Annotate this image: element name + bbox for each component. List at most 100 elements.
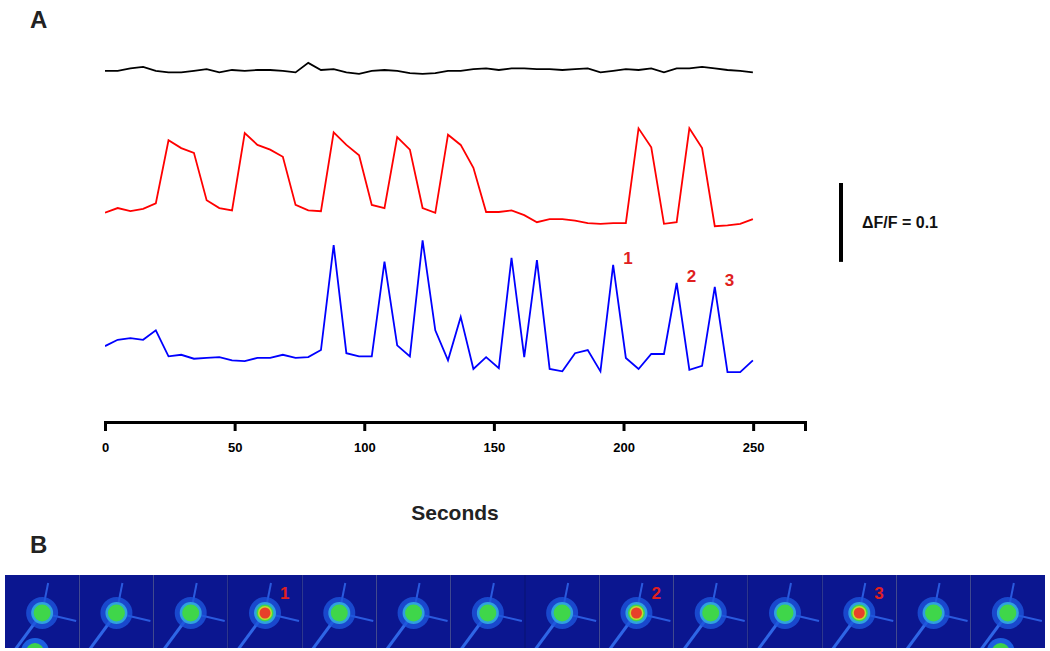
x-tick-mark [752, 422, 755, 431]
x-tick-mark [363, 422, 366, 431]
frame-background [302, 575, 376, 648]
cell-halo [26, 597, 58, 629]
cell-rim [774, 602, 796, 624]
cell-rim [551, 602, 573, 624]
cell-rim [403, 602, 425, 624]
frame-separator [896, 575, 897, 648]
x-tick-mark [234, 422, 237, 431]
frame-separator [79, 575, 80, 648]
frame-separator [525, 575, 526, 648]
frame-separator [970, 575, 971, 648]
x-tick-mark [104, 422, 107, 431]
frame-background [674, 575, 748, 648]
neighbor-cell [26, 643, 44, 648]
image-frame [228, 575, 302, 648]
frame-background [748, 575, 822, 648]
image-frame [599, 575, 673, 648]
cell-halo [546, 597, 578, 629]
scale-bar-label: ΔF/F = 0.1 [862, 214, 938, 231]
cell-active-core [631, 608, 642, 619]
x-axis-title: Seconds [411, 501, 499, 524]
x-tick-label: 0 [102, 440, 109, 455]
cell-rim [328, 602, 350, 624]
cell-halo [323, 597, 355, 629]
frame-background [451, 575, 525, 648]
frame-label: 3 [874, 584, 883, 603]
cell-active-core [260, 608, 271, 619]
frame-label: 2 [651, 584, 660, 603]
cell-active-core [854, 608, 865, 619]
cell-active-rim [258, 606, 272, 620]
x-tick: 150 [484, 422, 506, 455]
annotation: 1 [623, 249, 632, 268]
frame-separator [153, 575, 154, 648]
cell-body [257, 605, 274, 622]
x-tick-label: 150 [484, 440, 506, 455]
cell-rim [477, 602, 499, 624]
image-frame [451, 575, 525, 648]
x-axis-line [106, 423, 806, 432]
background [0, 0, 1050, 651]
cell-active-rim [629, 606, 643, 620]
frame-background [154, 575, 228, 648]
cell-body [925, 605, 942, 622]
cell-body [554, 605, 571, 622]
image-frame [376, 575, 450, 648]
cell-halo [992, 597, 1024, 629]
cell-active-rim [852, 606, 866, 620]
cell-halo [100, 597, 132, 629]
neighbor-cell-halo [21, 638, 49, 648]
cell-halo [918, 597, 950, 629]
cell-halo [843, 597, 875, 629]
image-frame [525, 575, 599, 648]
panel-label: A [30, 6, 47, 33]
figure: A050100150200250SecondsΔF/F = 0.1123B123 [0, 0, 1050, 651]
image-frame [154, 575, 228, 648]
neighbor-cell-halo [987, 638, 1015, 648]
x-tick-label: 100 [354, 440, 376, 455]
image-frame [971, 575, 1045, 648]
x-axis: 050100150200250 [102, 422, 806, 455]
cell-rim [105, 602, 127, 624]
frame-separator [450, 575, 451, 648]
cell-body [851, 605, 868, 622]
cell-halo [769, 597, 801, 629]
frame-separator [227, 575, 228, 648]
x-tick-mark [623, 422, 626, 431]
image-frame [822, 575, 896, 648]
frame-background [228, 575, 302, 648]
x-tick: 100 [354, 422, 376, 455]
cell-body [182, 605, 199, 622]
frame-separator [376, 575, 377, 648]
annotation: 3 [725, 271, 734, 290]
chart-root: A050100150200250SecondsΔF/F = 0.1123B123 [0, 0, 1050, 651]
image-frame [302, 575, 376, 648]
frame-separator [302, 575, 303, 648]
frame-background [896, 575, 970, 648]
frame-separator [599, 575, 600, 648]
x-tick: 0 [102, 422, 109, 455]
frame-separator [747, 575, 748, 648]
frame-background [79, 575, 153, 648]
trace-line [105, 240, 753, 372]
cell-body [405, 605, 422, 622]
cell-halo [620, 597, 652, 629]
annotation: 2 [687, 267, 696, 286]
frame-background [525, 575, 599, 648]
image-frame [79, 575, 153, 648]
cell-body [108, 605, 125, 622]
neighbor-cell [992, 643, 1010, 648]
cell-halo [472, 597, 504, 629]
cell-body [777, 605, 794, 622]
frame-background [599, 575, 673, 648]
cell-halo [175, 597, 207, 629]
cell-rim [923, 602, 945, 624]
frame-separator [822, 575, 823, 648]
image-frame [674, 575, 748, 648]
x-tick-label: 50 [228, 440, 242, 455]
frame-label: 1 [280, 584, 289, 603]
frame-background [376, 575, 450, 648]
cell-halo [249, 597, 281, 629]
frame-separator [673, 575, 674, 648]
cell-rim [997, 602, 1019, 624]
